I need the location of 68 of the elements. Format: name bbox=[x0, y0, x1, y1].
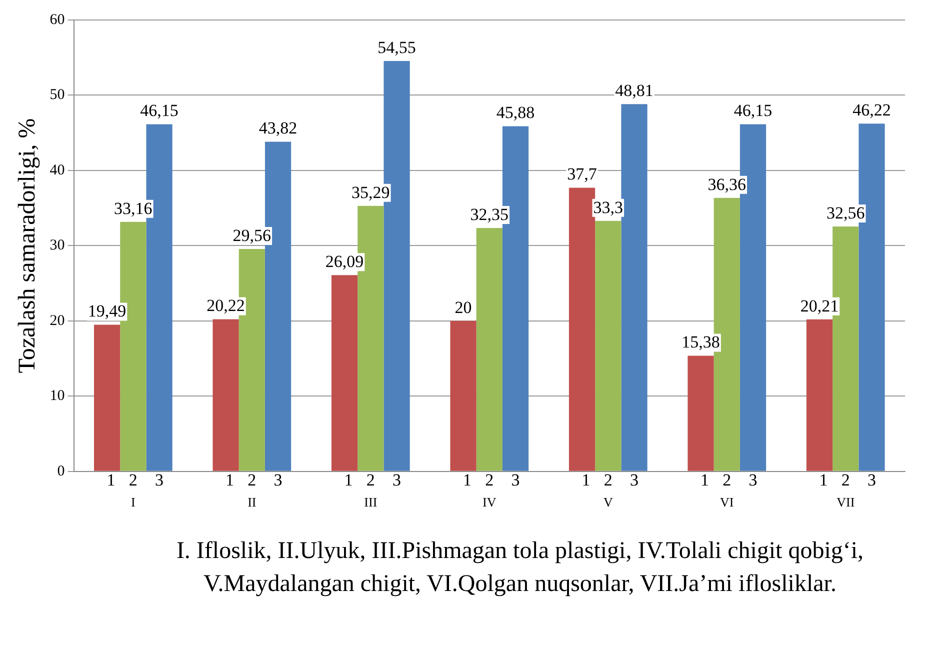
x-tick-label: VII bbox=[836, 494, 855, 510]
bar bbox=[94, 324, 120, 471]
text: 3 bbox=[748, 470, 758, 490]
text: I. Ifloslik, II.Ulyuk, III.Pishmagan tola plastigi, IV.Tolali chigit qobig‘i, V.Maydalangan chigit, VI.Qolgan nuqsonlar, VII.Ja’mi iflosliklar. bbox=[175, 537, 865, 599]
text: 3 bbox=[868, 470, 876, 490]
data-label: 20 bbox=[454, 298, 472, 317]
text: 3 bbox=[274, 470, 282, 490]
data-label: 19,49 bbox=[88, 302, 126, 321]
data-label: 46,15 bbox=[140, 101, 178, 120]
text: 1 bbox=[819, 470, 828, 490]
bar bbox=[568, 188, 596, 471]
data-label: 46,22 bbox=[852, 100, 891, 120]
x-tick-label: V bbox=[603, 494, 614, 510]
bar bbox=[212, 319, 239, 471]
text: 2 bbox=[841, 470, 850, 490]
bar bbox=[806, 319, 833, 471]
text: 1 bbox=[463, 470, 472, 490]
y-tick-label: 60 bbox=[50, 12, 65, 28]
text: 1 bbox=[582, 470, 590, 490]
series-label: 3 bbox=[155, 470, 164, 490]
data-label: 26,09 bbox=[325, 252, 364, 272]
x-tick-label: II bbox=[248, 494, 256, 510]
y-tick-label: 40 bbox=[50, 162, 65, 178]
series-label: 1 bbox=[106, 470, 116, 490]
data-label: 33,3 bbox=[593, 198, 624, 217]
bar bbox=[450, 320, 476, 471]
y-tick-label: 0 bbox=[57, 463, 65, 480]
text: 2 bbox=[366, 470, 375, 490]
data-label: 45,88 bbox=[496, 103, 535, 122]
bar bbox=[476, 228, 502, 471]
data-label: 20,22 bbox=[206, 296, 245, 316]
data-label: 32,56 bbox=[826, 203, 865, 222]
text: 3 bbox=[392, 470, 402, 490]
x-tick-label: VI bbox=[720, 494, 734, 510]
text: 2 bbox=[248, 470, 256, 490]
text: 2 bbox=[722, 470, 732, 490]
text: 2 bbox=[604, 470, 612, 490]
text: 1 bbox=[700, 470, 710, 490]
data-label: 33,16 bbox=[114, 198, 152, 218]
x-tick-label: IV bbox=[482, 494, 497, 510]
data-label: 29,56 bbox=[232, 226, 272, 245]
data-label: 20,21 bbox=[800, 296, 839, 316]
text: 3 bbox=[511, 470, 520, 490]
y-tick-label: 20 bbox=[50, 312, 65, 329]
data-label: 48,81 bbox=[615, 81, 654, 100]
text: 1 bbox=[226, 470, 234, 490]
text: 3 bbox=[630, 470, 639, 490]
data-label: 43,82 bbox=[258, 118, 298, 138]
bar bbox=[595, 220, 622, 471]
bar bbox=[331, 275, 358, 471]
series-label: 2 bbox=[128, 470, 138, 490]
y-tick-label: 10 bbox=[50, 388, 65, 404]
data-label: 54,55 bbox=[378, 38, 416, 57]
data-label: 36,36 bbox=[708, 174, 746, 194]
text: 1 bbox=[344, 470, 353, 490]
bar bbox=[688, 356, 714, 471]
data-label: 15,38 bbox=[682, 332, 720, 352]
text: 2 bbox=[485, 470, 494, 490]
data-label: 46,15 bbox=[734, 101, 772, 120]
data-label: 37,7 bbox=[567, 164, 598, 184]
bar bbox=[621, 104, 648, 471]
y-tick-label: 50 bbox=[50, 87, 65, 104]
y-tick-label: 30 bbox=[50, 238, 65, 254]
data-label: 35,29 bbox=[352, 182, 390, 202]
data-label: 32,35 bbox=[470, 204, 509, 224]
y-axis-title: Tozalash samaradorligi, % bbox=[14, 118, 41, 374]
x-tick-label: I bbox=[131, 494, 136, 510]
x-tick-label: III bbox=[364, 494, 378, 510]
